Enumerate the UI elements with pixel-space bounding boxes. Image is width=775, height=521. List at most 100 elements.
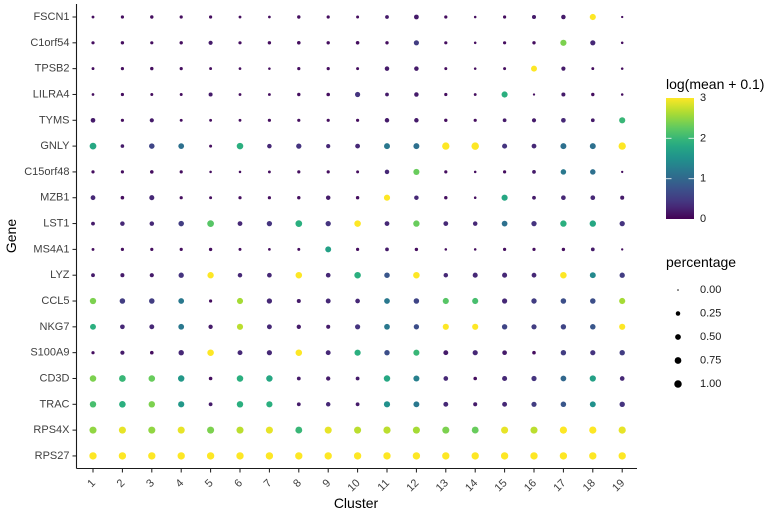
dot — [413, 271, 420, 279]
dot — [413, 375, 420, 382]
dot — [383, 194, 391, 201]
colorbar-tick-label: 0 — [700, 213, 706, 225]
y-tick-label: TRAC — [40, 398, 70, 410]
dot — [620, 195, 625, 200]
dot — [355, 402, 360, 407]
dot — [89, 452, 97, 460]
dot — [355, 143, 360, 149]
x-tick-label: 17 — [551, 477, 568, 494]
dot — [120, 350, 125, 355]
dot — [472, 323, 479, 330]
dot — [384, 298, 390, 304]
dot — [502, 118, 507, 123]
dot — [413, 298, 420, 304]
dot — [355, 196, 360, 200]
dot — [296, 298, 301, 304]
y-tick-label: FSCN1 — [33, 11, 69, 23]
dot — [149, 143, 155, 149]
dot — [178, 272, 184, 278]
dot — [208, 247, 213, 252]
dot — [443, 221, 449, 226]
dot — [414, 92, 419, 97]
dot — [414, 14, 419, 20]
dot — [177, 426, 185, 434]
dot — [383, 452, 391, 460]
dot — [326, 92, 330, 97]
y-tick-label: CD3D — [40, 372, 70, 384]
dot — [118, 452, 127, 460]
dot — [354, 220, 361, 227]
dot — [560, 298, 567, 304]
dot — [503, 170, 507, 174]
dot — [589, 220, 596, 227]
dot — [120, 221, 125, 226]
dot — [326, 15, 330, 19]
x-tick-label: 19 — [610, 477, 627, 494]
y-axis-ticks: FSCN1 C1orf54 TPSB2 LILRA4 TYMS GNLY C15orf48 M… — [24, 11, 77, 462]
dot — [209, 299, 213, 303]
x-tick-label: 11 — [376, 477, 393, 494]
dot — [384, 350, 390, 356]
dot — [589, 401, 596, 408]
dot — [119, 401, 126, 408]
dot — [560, 375, 567, 382]
dot — [560, 350, 567, 356]
dot — [531, 324, 537, 330]
dot — [209, 67, 213, 71]
dot — [237, 272, 243, 278]
dot — [178, 298, 185, 304]
dot — [619, 350, 625, 356]
dot — [178, 350, 184, 356]
dot — [559, 426, 568, 434]
dot — [444, 15, 448, 19]
y-tick-label: MS4A1 — [33, 243, 69, 255]
color-legend-title: log(mean + 0.1) — [666, 76, 764, 92]
x-tick-label: 16 — [522, 477, 539, 494]
colorbar-labels: 3 2 1 0 — [700, 92, 706, 225]
dot — [532, 170, 536, 174]
dot — [531, 375, 537, 382]
dot — [413, 220, 420, 227]
dot — [621, 170, 624, 174]
dot — [590, 169, 596, 175]
dot — [618, 452, 626, 460]
dot — [620, 41, 624, 45]
dot — [591, 92, 595, 97]
dot — [559, 452, 568, 460]
dot — [413, 168, 420, 175]
dot — [91, 247, 95, 251]
dot — [324, 426, 332, 434]
size-legend-label: 1.00 — [700, 378, 721, 390]
x-tick-label: 4 — [174, 477, 187, 490]
dot — [325, 246, 332, 253]
dot — [473, 248, 477, 251]
size-legend-dot — [675, 311, 681, 316]
dot — [90, 117, 96, 123]
dot — [266, 401, 273, 408]
dot — [297, 67, 301, 71]
dot — [356, 67, 360, 71]
dot — [561, 14, 566, 20]
dot — [413, 40, 419, 46]
dot — [325, 195, 331, 200]
dot — [619, 117, 626, 124]
dot — [444, 196, 448, 200]
dot — [531, 118, 537, 123]
dot — [326, 376, 331, 381]
x-tick-label: 6 — [232, 477, 245, 490]
dot — [297, 170, 301, 174]
dot — [473, 402, 478, 407]
dot — [148, 452, 156, 460]
dot — [619, 297, 626, 305]
dot — [560, 143, 567, 150]
dot — [354, 271, 361, 279]
dot — [620, 93, 624, 96]
dot — [207, 220, 214, 227]
dot — [503, 247, 507, 251]
dot — [238, 93, 242, 96]
size-legend-label: 0.00 — [700, 284, 721, 296]
dot — [89, 426, 97, 434]
x-tick-label: 3 — [144, 477, 157, 490]
dot — [208, 402, 213, 407]
